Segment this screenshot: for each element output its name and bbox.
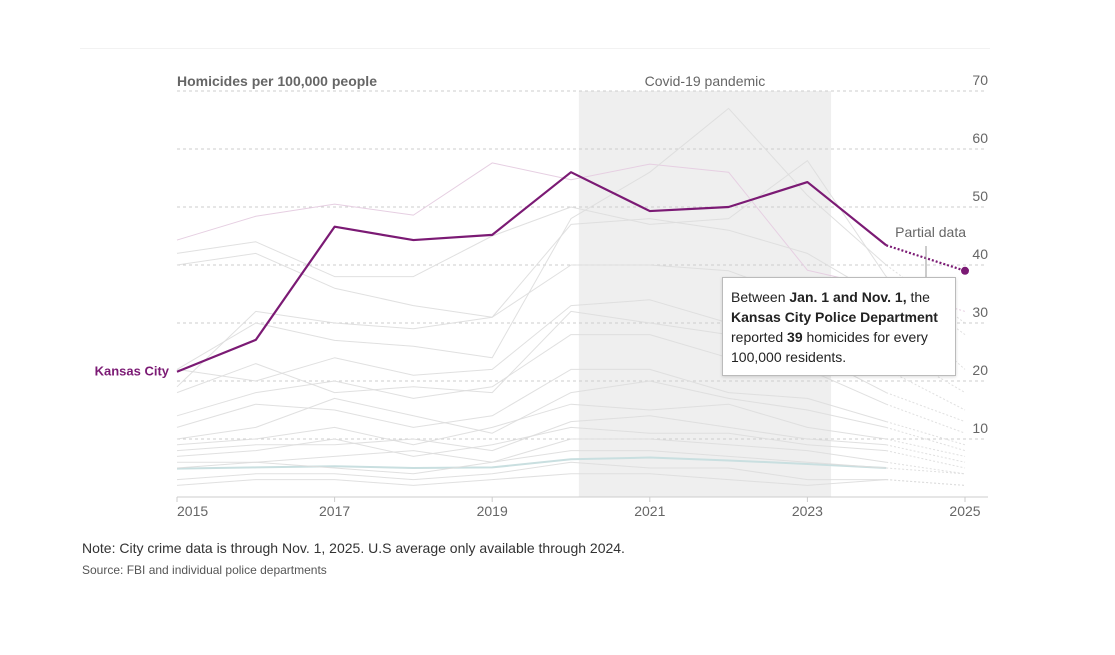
series-line [176,461,887,481]
series-partial-line [886,426,966,452]
y-tick-label: 60 [972,130,988,146]
tooltip-text: homicides for every 100,000 residents. [731,329,928,365]
series-partial-line [886,479,966,486]
series-line [176,456,887,470]
series-line [176,403,887,446]
x-tick-label: 2021 [634,503,665,519]
x-tick-label: 2019 [477,503,508,519]
partial-data-label: Partial data [895,224,966,240]
tooltip-text: Between [731,289,790,305]
x-tick-label: 2015 [177,503,208,519]
x-tick-label: 2017 [319,503,350,519]
latest-point-marker [961,266,969,275]
y-axis-title: Homicides per 100,000 people [177,73,377,89]
series-line [176,368,887,428]
series-partial-line [886,421,966,446]
y-tick-label: 50 [972,188,988,204]
y-tick-label: 30 [972,304,988,320]
x-tick-label: 2025 [949,503,980,519]
tooltip-bold: Jan. 1 and Nov. 1, [789,289,907,305]
series-line [176,450,887,475]
top-divider [80,48,990,49]
y-tick-label: 70 [972,72,988,88]
series-line [176,162,887,289]
y-tick-label: 20 [972,362,988,378]
x-tick-label: 2023 [792,503,823,519]
series-line-kansas-city [176,171,887,373]
series-line [176,380,887,440]
series-line [176,160,887,278]
chart-note: Note: City crime data is through Nov. 1,… [82,540,625,556]
covid-label: Covid-19 pandemic [645,73,766,89]
tooltip-bold: 39 [787,329,803,345]
series-partial-line [886,403,966,434]
series-line [176,473,887,486]
series-line [176,107,887,370]
series-line [177,438,887,463]
tooltip-bold: Kansas City Police Department [731,309,938,325]
series-partial-line [886,461,966,475]
series-label-kansas-city: Kansas City [95,364,170,379]
tooltip-text: reported [731,329,788,345]
series-partial-line [885,368,966,411]
series-line [176,426,887,457]
series-line [176,218,887,318]
series-partial-line [886,467,966,475]
series-partial-line [886,438,966,457]
annotation-tooltip: Between Jan. 1 and Nov. 1, the Kansas Ci… [722,277,956,376]
tooltip-text: the [906,289,930,305]
series-partial-line [886,450,966,469]
series-partial-line [886,479,966,486]
y-tick-label: 40 [972,246,988,262]
series-partial-line [886,392,966,423]
y-tick-label: 10 [972,420,988,436]
chart-source: Source: FBI and individual police depart… [82,563,327,577]
series-partial-line [886,444,966,463]
